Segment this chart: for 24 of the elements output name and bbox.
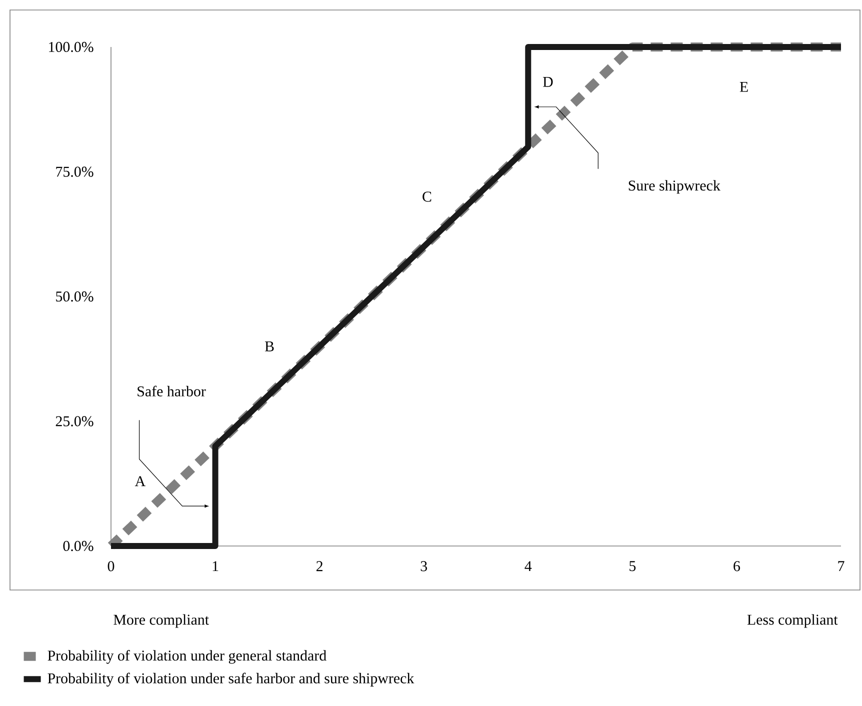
x-tick-label: 4 [524, 561, 532, 572]
y-tick-label: 50.0% [56, 291, 94, 302]
x-tick-label: 6 [734, 561, 740, 572]
x-tick-label: 5 [630, 561, 636, 572]
x-tick-label: 2 [316, 561, 322, 572]
y-tick-label: 75.0% [56, 166, 94, 177]
legend-label: Probability of violation under safe harbor and sure shipwreck [48, 672, 414, 686]
annotation: E [740, 82, 748, 92]
x-tick-label: 0 [108, 561, 114, 572]
annotation: Sure shipwreck [628, 180, 720, 194]
text: More compliant [114, 614, 209, 628]
x-tick-label: 3 [420, 561, 428, 572]
y-tick-label: 25.0% [56, 416, 94, 426]
annotation: A [134, 476, 146, 486]
annotation: Safe harbor [138, 386, 206, 396]
annotation: C [422, 192, 432, 202]
x-tick-label: 7 [838, 561, 844, 571]
text: Less compliant [747, 614, 838, 628]
y-tick-label: 0.0% [63, 540, 94, 552]
y-tick-label: 100.0% [49, 42, 94, 52]
annotation: D [542, 77, 553, 87]
legend-label: Probability of violation under general standard [48, 650, 326, 664]
x-tick-label: 1 [212, 561, 218, 572]
annotation: B [264, 341, 274, 352]
